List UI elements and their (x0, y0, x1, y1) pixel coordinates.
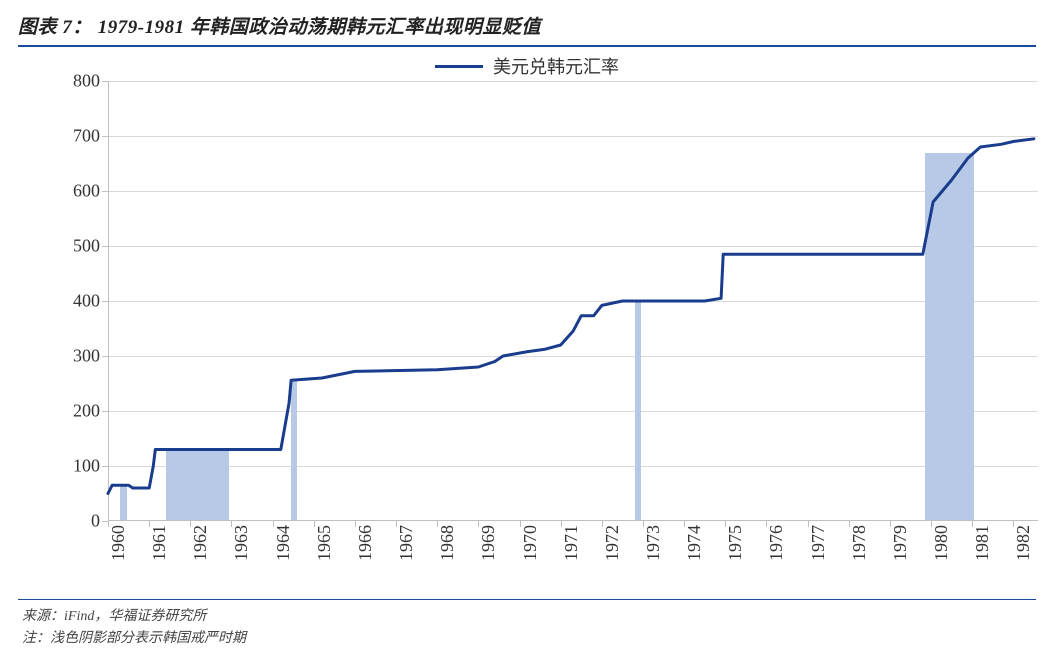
xtick-label: 1972 (602, 525, 623, 561)
plot-region: 0100200300400500600700800196019611962196… (108, 81, 1038, 521)
xtick-label: 1976 (766, 525, 787, 561)
footnotes: 来源：iFind，华福证券研究所 注：浅色阴影部分表示韩国戒严时期 (18, 600, 1036, 651)
ytick-label: 600 (73, 181, 108, 202)
xtick-label: 1968 (437, 525, 458, 561)
xtick-label: 1978 (849, 525, 870, 561)
xtick-label: 1979 (890, 525, 911, 561)
chart-area: 美元兑韩元汇率 01002003004005006007008001960196… (18, 53, 1036, 593)
xtick-label: 1973 (643, 525, 664, 561)
source-line: 来源：iFind，华福证券研究所 (22, 606, 1036, 628)
legend-swatch (435, 65, 483, 68)
xtick-label: 1971 (561, 525, 582, 561)
xtick-label: 1964 (273, 525, 294, 561)
ytick-label: 100 (73, 456, 108, 477)
note-line: 注：浅色阴影部分表示韩国戒严时期 (22, 628, 1036, 650)
chart-title-row: 图表 7： 1979-1981 年韩国政治动荡期韩元汇率出现明显贬值 (18, 8, 1036, 45)
ytick-label: 700 (73, 126, 108, 147)
xtick-label: 1970 (520, 525, 541, 561)
xtick-label: 1961 (149, 525, 170, 561)
ytick-label: 800 (73, 71, 108, 92)
line-series (108, 81, 1038, 521)
xtick-label: 1967 (396, 525, 417, 561)
xtick-label: 1982 (1013, 525, 1034, 561)
xtick-label: 1963 (231, 525, 252, 561)
legend-label: 美元兑韩元汇率 (493, 53, 619, 79)
figure-container: 图表 7： 1979-1981 年韩国政治动荡期韩元汇率出现明显贬值 美元兑韩元… (0, 0, 1054, 648)
ytick-label: 0 (91, 511, 108, 532)
xtick-label: 1977 (808, 525, 829, 561)
xtick-label: 1975 (725, 525, 746, 561)
xtick-label: 1960 (108, 525, 129, 561)
chart-title-prefix: 图表 7： (18, 12, 92, 39)
legend: 美元兑韩元汇率 (18, 53, 1036, 79)
ytick-label: 400 (73, 291, 108, 312)
title-rule (18, 45, 1036, 47)
ytick-label: 200 (73, 401, 108, 422)
ytick-label: 300 (73, 346, 108, 367)
xtick-label: 1965 (314, 525, 335, 561)
ytick-label: 500 (73, 236, 108, 257)
xtick-label: 1981 (972, 525, 993, 561)
xtick-label: 1966 (355, 525, 376, 561)
xtick-label: 1974 (684, 525, 705, 561)
xtick-label: 1969 (478, 525, 499, 561)
chart-title: 1979-1981 年韩国政治动荡期韩元汇率出现明显贬值 (98, 12, 541, 39)
xtick-label: 1962 (190, 525, 211, 561)
xtick-label: 1980 (931, 525, 952, 561)
